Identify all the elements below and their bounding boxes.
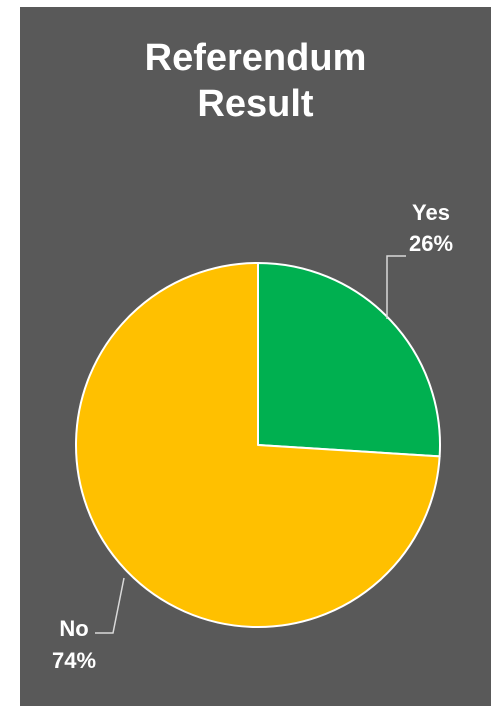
- chart-title-line-1: Referendum: [144, 37, 367, 79]
- chart-panel: Referendum Result Yes 26% No 74%: [20, 7, 491, 706]
- pie-slice-no: [75, 262, 441, 628]
- data-label-yes-percent: 26%: [409, 231, 453, 256]
- pie-chart: Yes 26% No 74%: [52, 200, 453, 673]
- data-label-no-category: No: [59, 616, 88, 641]
- data-label-no-percent: 74%: [52, 648, 96, 673]
- leader-line-yes: [386, 255, 406, 319]
- chart-title-line-2: Result: [197, 83, 314, 125]
- pie-slices: [75, 262, 441, 628]
- chart-title: Referendum Result: [20, 35, 491, 127]
- leader-line-no: [95, 577, 125, 634]
- data-label-yes-category: Yes: [412, 200, 450, 225]
- pie-slice-yes: [257, 262, 441, 458]
